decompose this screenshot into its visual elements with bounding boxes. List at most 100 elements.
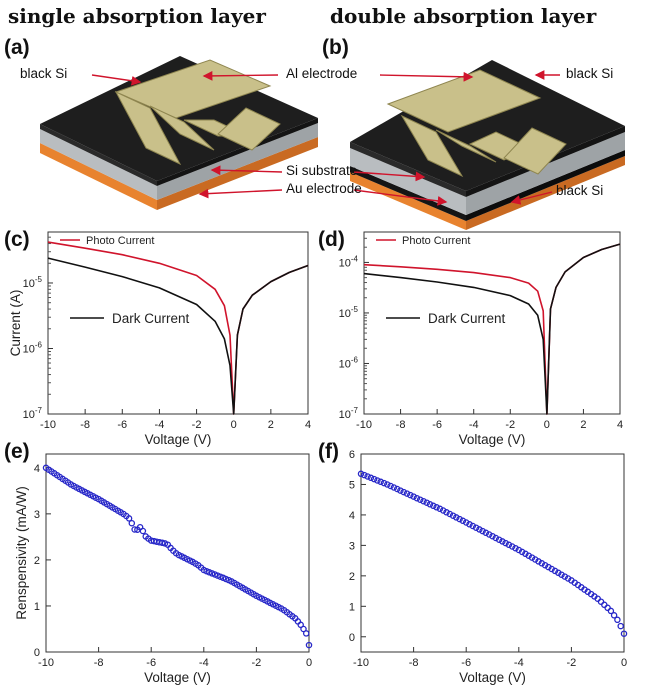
data-point	[508, 543, 516, 550]
data-point	[420, 497, 427, 505]
label-au-electrode: Au electrode	[286, 181, 362, 196]
black-si-edge-a	[40, 124, 157, 186]
data-point	[456, 515, 463, 523]
au-layer-a	[40, 143, 157, 210]
data-point	[390, 484, 398, 491]
x-tick-label: 2	[268, 419, 274, 431]
label-black-si-b-top: black Si	[566, 66, 614, 81]
x-tick-label: 2	[580, 419, 586, 431]
data-point	[416, 496, 424, 503]
panel-label-b: (b)	[322, 36, 349, 59]
x-tick-label: 0	[621, 657, 627, 669]
x-tick-label: -2	[192, 419, 202, 431]
data-point	[413, 494, 421, 502]
x-tick-label: 4	[617, 419, 623, 431]
y-tick-label: 10-4	[339, 254, 359, 269]
x-tick-label: -6	[432, 419, 442, 431]
data-point	[489, 532, 496, 540]
x-axis-label: Voltage (V)	[459, 432, 526, 447]
x-tick-label: -10	[356, 419, 372, 431]
y-tick-label: 0	[349, 632, 355, 644]
y-tick-label: 1	[349, 601, 355, 613]
header-double-layer: double absorption layer	[330, 4, 597, 28]
data-point	[469, 522, 477, 530]
black-si-top-b	[350, 60, 625, 191]
data-point	[370, 475, 378, 483]
x-tick-label: -6	[117, 419, 127, 431]
data-point	[453, 514, 460, 521]
data-point	[387, 482, 394, 490]
x-tick-label: -4	[469, 419, 479, 431]
panel-label-c: (c)	[4, 228, 30, 251]
plot-frame	[360, 453, 625, 653]
y-tick-label: 4	[349, 510, 355, 522]
data-point	[433, 504, 440, 511]
data-point	[449, 512, 457, 519]
data-point	[407, 491, 414, 499]
data-point	[367, 474, 375, 482]
x-axis-label: Voltage (V)	[459, 670, 526, 685]
data-point	[617, 622, 624, 630]
data-point	[384, 481, 391, 488]
legend-photo-current: Photo Current	[402, 235, 470, 247]
x-tick-label: 0	[544, 419, 550, 431]
x-axis-label: Voltage (V)	[145, 432, 212, 447]
y-tick-label: 3	[349, 540, 355, 552]
label-black-si-b-bottom: black Si	[556, 183, 604, 198]
y-tick-label: 10-6	[23, 340, 43, 355]
x-tick-label: -4	[199, 657, 209, 669]
data-point	[472, 524, 480, 531]
data-point	[364, 473, 371, 480]
data-point	[439, 507, 447, 514]
data-point	[482, 529, 490, 537]
al-electrode-comb-a	[114, 59, 281, 166]
series-line-dark-current	[47, 257, 309, 415]
x-tick-label: -10	[40, 419, 56, 431]
label-black-si-a: black Si	[20, 66, 68, 81]
y-tick-label: 5	[349, 479, 355, 491]
data-point	[426, 501, 434, 508]
y-tick-label: 2	[34, 555, 40, 567]
x-axis-label: Voltage (V)	[144, 670, 211, 685]
y-tick-label: 10-7	[339, 406, 359, 421]
legend-photo-current: Photo Current	[86, 235, 154, 247]
x-tick-label: -4	[514, 657, 524, 669]
x-tick-label: -4	[155, 419, 165, 431]
x-tick-label: -10	[353, 657, 369, 669]
device-a	[40, 56, 318, 210]
y-tick-label: 2	[349, 571, 355, 583]
data-point	[393, 485, 401, 493]
data-point	[614, 616, 621, 624]
data-point	[492, 534, 500, 542]
data-point	[620, 630, 628, 637]
data-point	[512, 544, 519, 552]
x-tick-label: -8	[80, 419, 90, 431]
y-tick-label: 1	[34, 601, 40, 613]
data-point	[466, 521, 473, 528]
si-substrate-b	[350, 148, 466, 215]
x-tick-label: 4	[305, 419, 311, 431]
data-point	[485, 531, 493, 538]
x-tick-label: -8	[396, 419, 406, 431]
callout-arrows	[91, 70, 560, 206]
data-point	[410, 493, 417, 500]
data-point	[400, 488, 407, 496]
y-tick-label: 4	[34, 463, 40, 475]
x-tick-label: -2	[252, 657, 262, 669]
data-point	[459, 517, 467, 525]
panel-label-d: (d)	[318, 228, 345, 251]
x-tick-label: -6	[461, 657, 471, 669]
data-point	[305, 641, 313, 649]
data-point	[610, 612, 618, 619]
data-point	[499, 538, 506, 545]
data-point	[128, 519, 136, 527]
data-point	[380, 479, 388, 487]
legend-dark-current: Dark Current	[428, 311, 506, 326]
data-point	[377, 478, 384, 486]
data-point	[357, 470, 365, 478]
x-tick-label: 0	[306, 657, 312, 669]
plot-frame	[45, 453, 310, 653]
